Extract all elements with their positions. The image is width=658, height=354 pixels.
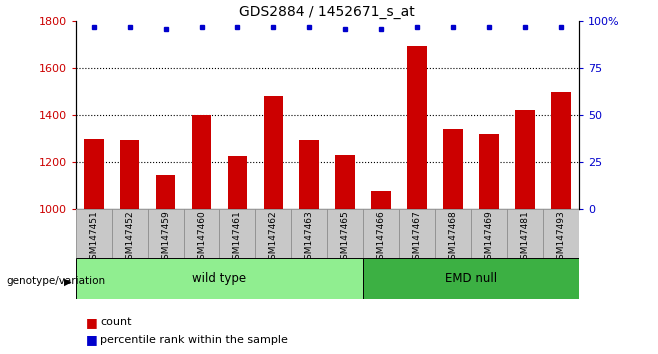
Bar <box>264 96 284 209</box>
Text: count: count <box>100 317 132 327</box>
Bar <box>120 140 139 209</box>
Title: GDS2884 / 1452671_s_at: GDS2884 / 1452671_s_at <box>240 5 415 19</box>
Text: GSM147493: GSM147493 <box>557 210 566 265</box>
Text: ▶: ▶ <box>64 276 71 286</box>
Bar <box>156 175 176 209</box>
Text: genotype/variation: genotype/variation <box>7 276 106 286</box>
Bar <box>543 209 579 258</box>
Text: GSM147481: GSM147481 <box>520 210 530 265</box>
Bar <box>336 155 355 209</box>
Text: ■: ■ <box>86 316 97 329</box>
Text: GSM147459: GSM147459 <box>161 210 170 265</box>
Text: GSM147462: GSM147462 <box>269 210 278 265</box>
Bar <box>76 258 363 299</box>
Text: GSM147463: GSM147463 <box>305 210 314 265</box>
Bar <box>76 209 112 258</box>
Bar <box>407 46 427 209</box>
Bar <box>291 209 327 258</box>
Bar <box>363 258 579 299</box>
Bar <box>371 191 391 209</box>
Bar <box>443 129 463 209</box>
Text: ■: ■ <box>86 333 97 346</box>
Bar <box>299 140 319 209</box>
Bar <box>255 209 291 258</box>
Bar <box>551 92 571 209</box>
Bar <box>507 209 543 258</box>
Bar <box>191 115 211 209</box>
Text: GSM147465: GSM147465 <box>341 210 350 265</box>
Text: GSM147451: GSM147451 <box>89 210 98 265</box>
Bar <box>147 209 184 258</box>
Bar <box>399 209 435 258</box>
Text: GSM147467: GSM147467 <box>413 210 422 265</box>
Bar <box>471 209 507 258</box>
Text: EMD null: EMD null <box>445 272 497 285</box>
Bar <box>515 110 535 209</box>
Bar <box>435 209 471 258</box>
Text: percentile rank within the sample: percentile rank within the sample <box>100 335 288 345</box>
Bar <box>327 209 363 258</box>
Text: GSM147466: GSM147466 <box>377 210 386 265</box>
Bar <box>112 209 147 258</box>
Text: GSM147460: GSM147460 <box>197 210 206 265</box>
Bar <box>220 209 255 258</box>
Bar <box>363 209 399 258</box>
Bar <box>184 209 220 258</box>
Bar <box>479 134 499 209</box>
Text: GSM147469: GSM147469 <box>485 210 494 265</box>
Bar <box>228 156 247 209</box>
Text: GSM147461: GSM147461 <box>233 210 242 265</box>
Text: GSM147452: GSM147452 <box>125 210 134 265</box>
Text: GSM147468: GSM147468 <box>449 210 458 265</box>
Bar <box>84 138 103 209</box>
Text: wild type: wild type <box>192 272 247 285</box>
